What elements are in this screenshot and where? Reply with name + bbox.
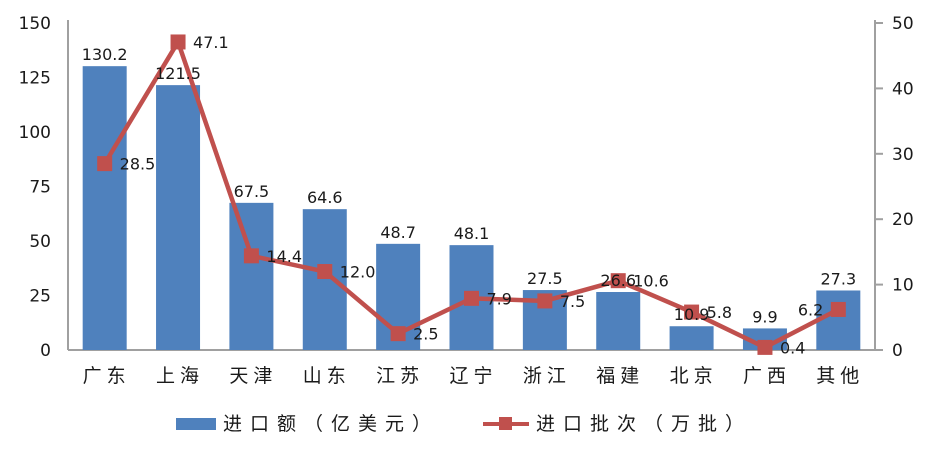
left-axis-tick-label: 75 [29,178,51,198]
category-label: 江苏 [376,365,424,387]
line-marker [170,34,186,50]
line-value-label: 28.5 [120,155,156,174]
category-label: 浙江 [523,365,571,387]
bar-value-label: 27.5 [527,269,563,288]
left-axis-tick-label: 50 [29,232,51,252]
bar-value-label: 48.7 [380,223,416,242]
left-axis-tick-label: 100 [19,123,51,143]
line-value-label: 6.2 [798,300,823,319]
bar [82,66,127,350]
right-axis-tick-label: 10 [892,276,914,296]
legend-label: 进口批次（万批） [536,412,753,435]
line-marker [390,326,406,342]
right-axis-tick-label: 20 [892,210,914,230]
bar-value-label: 130.2 [82,45,128,64]
bar [302,209,347,350]
bar [596,292,641,350]
right-axis-tick-label: 40 [892,79,914,99]
bar-value-label: 48.1 [454,224,490,243]
line-marker [684,304,700,320]
line-marker [317,264,333,280]
legend: 进口额（亿美元） 进口批次（万批） [0,404,928,444]
line-marker [97,156,113,172]
category-label: 天津 [229,365,277,387]
line-value-label: 5.8 [707,303,732,322]
line-marker [830,301,846,317]
bar [669,326,714,350]
line-marker [464,290,479,306]
bar-value-label: 64.6 [307,188,343,207]
line-swatch-marker-icon [499,417,512,430]
line-marker [537,293,553,309]
bar [156,85,201,350]
left-axis-tick-label: 0 [40,341,51,361]
bar-value-label: 26.6 [600,271,636,290]
category-label: 北京 [670,365,718,387]
bar-value-label: 27.3 [821,269,857,288]
category-label: 广东 [83,365,131,387]
right-axis-tick-label: 30 [892,145,914,165]
right-axis-tick-label: 50 [892,14,914,34]
bar-value-label: 121.5 [155,64,201,83]
category-label: 辽宁 [449,365,497,387]
line-value-label: 7.5 [560,292,585,311]
category-label: 其他 [816,365,864,387]
bar-series-swatch [175,418,216,430]
line-value-label: 2.5 [413,325,438,344]
line-value-label: 12.0 [340,263,376,282]
line-series-swatch [483,417,529,431]
legend-item-import-batches: 进口批次（万批） [483,412,753,435]
bar [229,202,274,350]
line-marker [757,339,773,355]
line-value-label: 10.6 [633,272,669,291]
bar-value-label: 10.9 [674,305,710,324]
left-axis-tick-label: 25 [29,287,51,307]
category-label: 上海 [156,365,204,387]
bar [742,328,787,350]
legend-label: 进口额（亿美元） [222,412,439,435]
category-label: 广西 [743,365,791,387]
line-value-label: 7.9 [487,289,512,308]
line-value-label: 14.4 [266,247,302,266]
line-value-label: 0.4 [780,338,805,357]
category-label: 山东 [303,365,351,387]
bar-value-label: 9.9 [752,307,777,326]
line-value-label: 47.1 [193,33,229,52]
left-axis-tick-label: 125 [19,69,51,89]
line-marker [243,248,259,264]
right-axis-tick-label: 0 [892,341,903,361]
line-marker [610,273,626,289]
bar [816,290,861,350]
bar-value-label: 67.5 [234,182,270,201]
left-axis-tick-label: 150 [19,14,51,34]
category-label: 福建 [596,365,644,387]
legend-item-import-value: 进口额（亿美元） [175,412,439,435]
combo-chart: 0 25 50 75 100 125 150 0 10 20 30 40 50 广东 上海 天津 山东 江苏 辽宁 浙… [19,14,914,387]
